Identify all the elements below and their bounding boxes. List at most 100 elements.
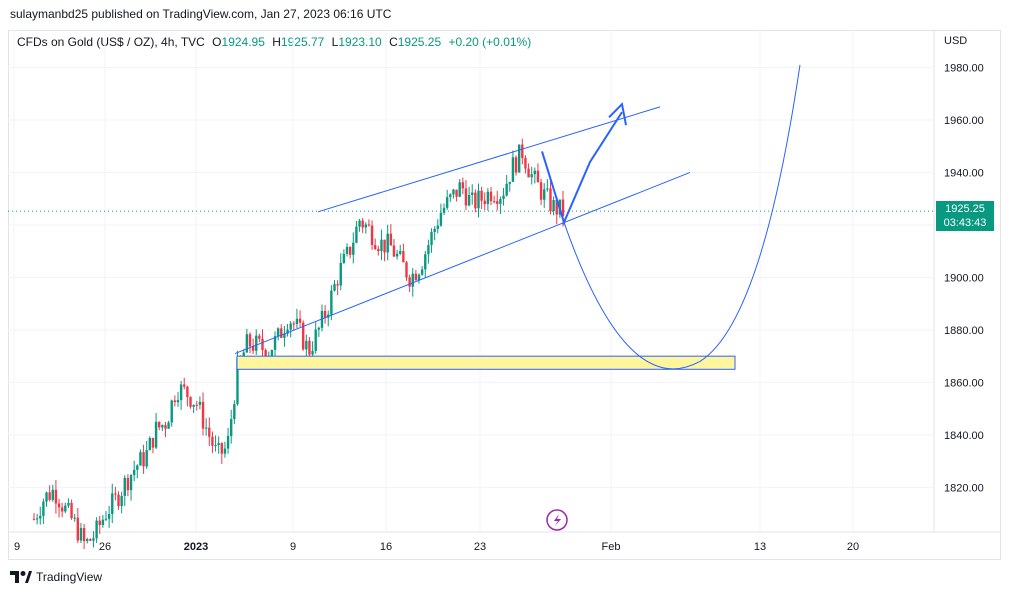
candle: [189, 396, 192, 409]
candle: [452, 188, 455, 199]
price-tick-label: 1840.00: [944, 430, 984, 442]
time-tick-label: 23: [474, 541, 486, 553]
candle: [336, 280, 339, 296]
candle: [92, 531, 95, 548]
candle: [183, 377, 186, 390]
time-tick-label: 9: [290, 541, 296, 553]
candle: [73, 513, 76, 522]
candle: [524, 155, 527, 174]
candle: [214, 435, 217, 452]
candle: [546, 179, 549, 192]
candle: [521, 138, 524, 165]
candle: [455, 189, 458, 202]
candle: [543, 183, 546, 208]
candle: [161, 424, 164, 432]
footer[interactable]: TradingView: [10, 570, 102, 584]
candle: [314, 322, 317, 354]
bar-countdown: 03:43:43: [943, 217, 987, 229]
candle: [139, 449, 142, 466]
candle: [226, 427, 230, 454]
candle: [151, 437, 155, 454]
candle: [54, 479, 58, 514]
candle: [280, 324, 283, 339]
candle: [433, 226, 436, 241]
candle: [129, 474, 133, 501]
candle: [198, 396, 202, 410]
events-icon: [546, 509, 568, 531]
candle: [195, 400, 198, 411]
candle: [298, 310, 302, 327]
candle: [114, 486, 117, 501]
candle: [132, 460, 136, 482]
candle: [483, 192, 486, 211]
candle: [223, 441, 227, 458]
candle: [424, 250, 427, 279]
candle: [167, 420, 170, 429]
time-tick-label: 16: [380, 541, 392, 553]
candle: [270, 349, 274, 357]
time-tick-label: 13: [754, 541, 766, 553]
candle: [145, 440, 148, 469]
candle: [474, 189, 477, 213]
candle: [79, 523, 83, 543]
candle: [323, 305, 327, 324]
candle: [179, 380, 183, 410]
candle: [330, 285, 333, 321]
candle: [89, 538, 92, 542]
candle: [345, 243, 349, 257]
candle: [230, 409, 233, 444]
candle: [492, 195, 496, 204]
candle: [342, 249, 346, 264]
time-axis: 9 26 2023 9 16 23 Feb 13 20: [13, 30, 859, 553]
candle: [286, 323, 289, 337]
candle: [348, 246, 352, 259]
candle: [173, 395, 177, 407]
candle: [477, 183, 480, 218]
close-value: 1925.25: [397, 35, 442, 49]
candle: [380, 229, 383, 261]
candle: [364, 222, 367, 234]
candle: [458, 178, 461, 198]
high-label: H: [272, 35, 281, 49]
candle: [445, 189, 449, 210]
price-tick-label: 1820.00: [944, 482, 984, 494]
candle: [517, 144, 521, 173]
candle: [95, 517, 98, 543]
candle: [508, 181, 511, 192]
candle: [449, 193, 452, 202]
candle: [273, 331, 277, 356]
tradingview-logo-icon: [10, 571, 32, 583]
candle: [539, 178, 543, 206]
candle: [283, 326, 286, 347]
candle: [536, 163, 540, 183]
candle: [496, 190, 499, 211]
candle: [111, 483, 114, 524]
candle: [417, 273, 421, 284]
candle: [533, 167, 537, 184]
candle: [176, 392, 180, 407]
price-axis: 1820.001840.001860.001880.001900.001920.…: [8, 62, 984, 494]
candle: [220, 442, 224, 464]
candle: [402, 243, 405, 263]
candle: [467, 186, 471, 207]
candle: [82, 523, 86, 550]
candle: [530, 166, 533, 185]
candle: [158, 421, 161, 431]
footer-brand: TradingView: [36, 570, 103, 584]
candle: [276, 327, 280, 341]
candle: [352, 232, 355, 264]
candle: [64, 502, 67, 514]
symbol-title[interactable]: CFDs on Gold (US$ / OZ), 4h, TVC: [17, 35, 205, 49]
candle: [420, 265, 424, 276]
candle: [295, 308, 299, 329]
forecast-curve: [563, 64, 801, 370]
support-zone: [236, 355, 736, 370]
candle: [208, 417, 211, 446]
candle: [320, 304, 324, 332]
open-label: O: [212, 35, 222, 49]
candle: [442, 203, 446, 216]
candle: [292, 321, 296, 331]
candle: [392, 239, 396, 258]
candle: [76, 507, 80, 544]
